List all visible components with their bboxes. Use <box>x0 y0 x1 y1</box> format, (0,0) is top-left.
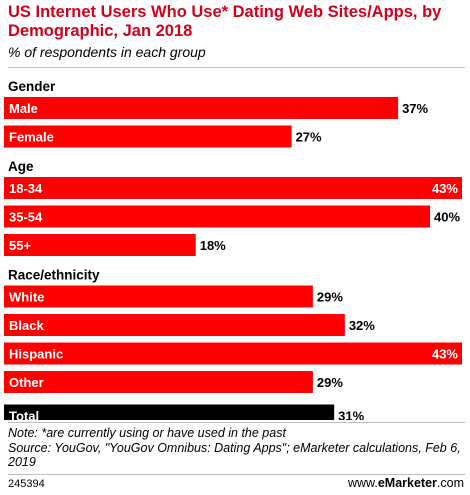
chart-id: 245394 <box>8 478 45 490</box>
note-text: Note: *are currently using or have used … <box>8 426 286 440</box>
footer-divider <box>8 474 465 475</box>
footnote: Note: *are currently using or have used … <box>8 426 464 470</box>
category-label: Male <box>9 101 38 116</box>
value-label: 31% <box>338 409 364 421</box>
chart-title: US Internet Users Who Use* Dating Web Si… <box>8 3 442 40</box>
category-label: 55+ <box>9 238 31 253</box>
value-label: 40% <box>434 210 460 225</box>
bar-chart: Gender Male 37% Female 27% Age 18-34 43% 35-54 40… <box>4 79 462 421</box>
bar <box>4 177 462 199</box>
top-divider <box>8 67 465 68</box>
category-label: 35-54 <box>9 210 43 225</box>
category-label: Total <box>9 409 39 421</box>
value-label: 18% <box>200 238 226 253</box>
category-label: Female <box>9 130 54 145</box>
value-label: 32% <box>349 318 375 333</box>
bar <box>4 234 196 256</box>
category-label: White <box>9 290 44 305</box>
bar <box>4 125 292 148</box>
value-label: 43% <box>432 181 458 196</box>
group-label: Age <box>8 159 34 174</box>
value-label: 27% <box>296 130 322 145</box>
brand-logo[interactable]: www.eMarketer.com <box>348 476 464 490</box>
category-label: 18-34 <box>9 181 43 196</box>
value-label: 43% <box>432 347 458 362</box>
bar <box>4 205 431 228</box>
chart-subtitle: % of respondents in each group <box>8 44 206 60</box>
bar <box>4 404 335 420</box>
group-label: Gender <box>8 79 56 94</box>
category-label: Black <box>9 318 44 333</box>
bar <box>4 285 313 308</box>
category-label: Other <box>9 375 44 390</box>
category-label: Hispanic <box>9 347 63 362</box>
brand-suffix: .com <box>436 476 464 490</box>
bar <box>4 314 345 336</box>
bar <box>4 371 313 393</box>
value-label: 29% <box>317 375 343 390</box>
bar <box>4 342 462 365</box>
value-label: 37% <box>402 101 428 116</box>
source-text: Source: YouGov, "YouGov Omnibus: Dating … <box>8 440 461 470</box>
bar <box>4 97 399 119</box>
value-label: 29% <box>317 290 343 305</box>
group-label: Race/ethnicity <box>8 268 100 283</box>
brand-prefix: www. <box>347 476 378 490</box>
brand-name: eMarketer <box>377 476 437 490</box>
bottom-divider <box>8 422 465 423</box>
